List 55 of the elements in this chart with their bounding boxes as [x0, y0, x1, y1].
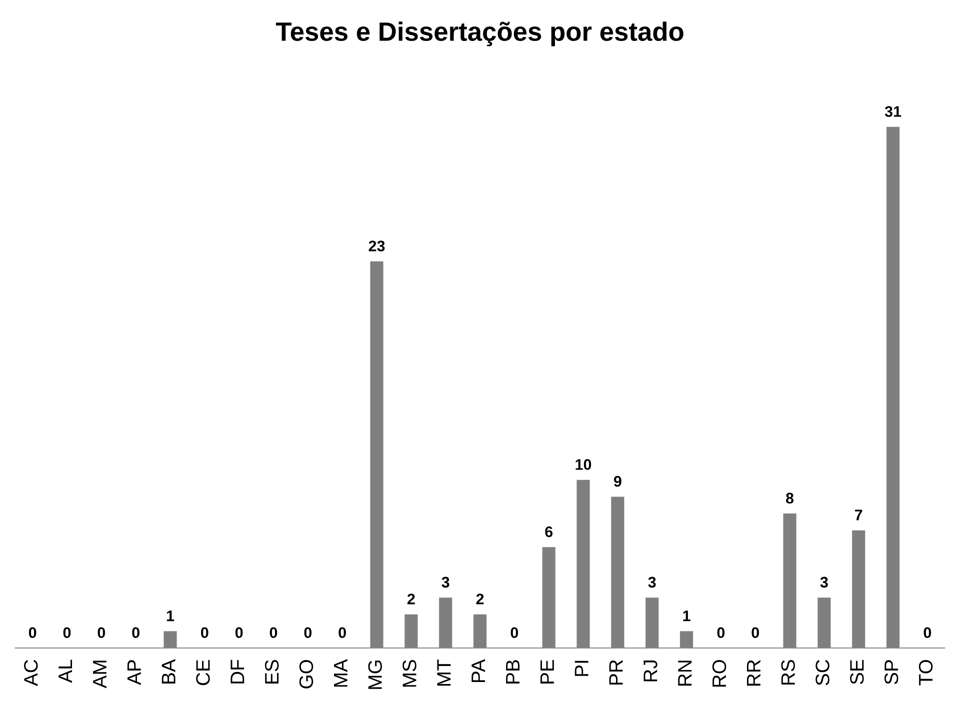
chart-title: Teses e Dissertações por estado: [276, 22, 684, 46]
data-label: 8: [786, 492, 794, 504]
data-label: 0: [270, 627, 278, 638]
data-label: 10: [576, 459, 592, 470]
data-label: 7: [855, 510, 862, 520]
data-label: 1: [166, 610, 174, 622]
x-tick-label: DF: [230, 660, 244, 684]
data-label: 3: [648, 576, 656, 588]
x-tick-label: AC: [24, 660, 38, 686]
x-tick-label: ES: [264, 660, 279, 684]
x-tick-label: SP: [884, 660, 898, 684]
data-label: 0: [338, 627, 346, 638]
x-tick-label: BA: [162, 659, 176, 684]
x-tick-label: PB: [506, 660, 520, 684]
x-tick-label: MT: [437, 660, 451, 686]
data-label: 0: [132, 627, 140, 638]
data-label: 6: [545, 526, 553, 538]
data-label: 9: [614, 476, 622, 487]
data-label: 3: [820, 576, 828, 588]
data-label: 31: [884, 106, 902, 117]
data-label: 0: [717, 627, 725, 638]
x-tick-label: AP: [127, 660, 141, 686]
x-tick-label: AL: [58, 660, 72, 683]
data-label: 23: [368, 240, 385, 252]
x-tick-label: AM: [93, 660, 106, 688]
data-label: 0: [28, 627, 36, 638]
x-tick-label: RO: [712, 660, 726, 687]
x-tick-label: TO: [918, 660, 933, 686]
x-tick-label: CE: [196, 660, 210, 686]
x-tick-label: PE: [540, 660, 554, 684]
x-tick-label: PI: [574, 660, 588, 676]
data-label: 1: [683, 610, 690, 622]
x-tick-label: MG: [368, 660, 382, 689]
data-label: 0: [235, 627, 243, 638]
x-tick-label: SC: [816, 660, 830, 686]
x-tick-label: PA: [472, 659, 486, 682]
x-tick-label: MA: [334, 659, 348, 687]
data-label: 0: [752, 627, 759, 638]
x-tick-label: MS: [402, 660, 416, 687]
data-label: 0: [201, 627, 208, 638]
x-tick-label: RN: [678, 660, 692, 686]
data-label: 0: [304, 627, 312, 638]
x-tick-label: RS: [781, 660, 795, 685]
data-label: 3: [442, 576, 450, 588]
x-tick-label: GO: [299, 660, 314, 688]
data-label: 0: [63, 627, 71, 638]
data-label: 0: [98, 627, 106, 638]
x-tick-label: RJ: [644, 660, 658, 682]
x-tick-label: PR: [609, 660, 623, 685]
data-label: 0: [510, 627, 518, 638]
x-tick-label: RR: [746, 660, 760, 686]
data-label: 2: [407, 594, 415, 604]
data-label: 2: [476, 594, 484, 604]
x-tick-label: SE: [850, 660, 864, 684]
data-label: 0: [924, 627, 932, 638]
